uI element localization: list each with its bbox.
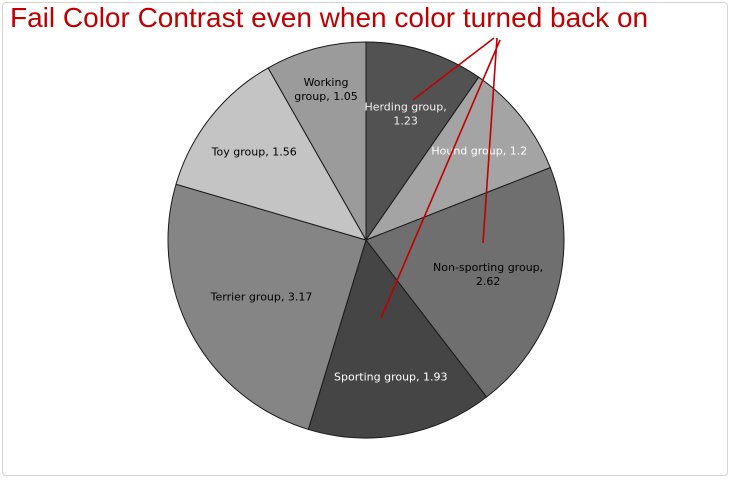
callout-line-2 [482,37,498,244]
pie-slice-terrier-group [167,183,367,431]
slice-label-line: Working [304,76,349,89]
slice-label-line: Non-sporting group, [433,261,543,274]
callout-line-3 [380,39,501,319]
slice-label-toy-group: Toy group, 1.56 [211,146,297,159]
slice-label-working-group: Working group, 1.05 [294,76,357,103]
slice-label-line: group, 1.05 [294,90,357,103]
pie-slice-hound-group [364,76,551,242]
callout-lines [380,37,501,319]
slice-label-sporting-group: Sporting group, 1.93 [334,370,447,383]
slice-label-line: Herding group, [364,100,446,113]
callout-line-1 [412,37,495,101]
slice-label-line: Sporting group, 1.93 [334,370,447,383]
chart-frame [2,2,728,476]
slice-label-terrier-group: Terrier group, 3.17 [210,290,313,303]
slice-label-herding-group: Herding group, 1.23 [364,100,446,127]
slice-label-non-sporting-group: Non-sporting group, 2.62 [433,261,543,288]
pie-slice-working-group [267,41,367,242]
slice-label-line: 2.62 [476,275,501,288]
slice-label-hound-group: Hound group, 1.2 [431,144,527,157]
pie-slices [167,41,565,439]
pie-slice-sporting-group [307,238,488,439]
slice-labels: Herding group, 1.23 Hound group, 1.2 Non-sp… [210,76,544,384]
slice-label-line: Toy group, 1.56 [211,146,297,159]
annotation-text: Fail Color Contrast even when color turn… [10,2,649,33]
slice-label-line: Hound group, 1.2 [431,144,527,157]
slice-label-line: Terrier group, 3.17 [210,290,313,303]
pie-slice-non-sporting-group [365,166,565,398]
slice-label-line: 1.23 [393,114,418,127]
pie-slice-toy-group [175,67,368,241]
pie-slice-herding-group [365,41,480,242]
